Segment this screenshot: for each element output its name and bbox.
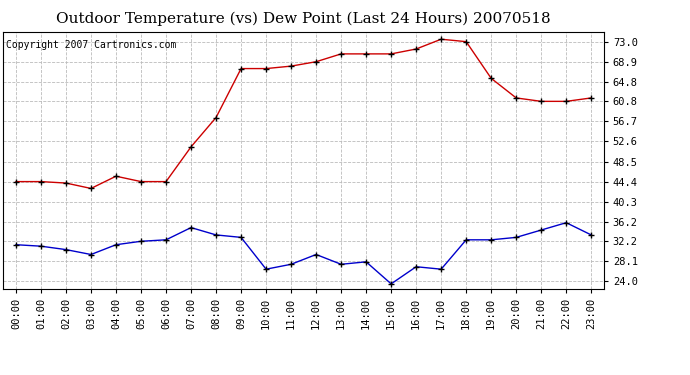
Text: Copyright 2007 Cartronics.com: Copyright 2007 Cartronics.com bbox=[6, 40, 177, 50]
Text: Outdoor Temperature (vs) Dew Point (Last 24 Hours) 20070518: Outdoor Temperature (vs) Dew Point (Last… bbox=[57, 11, 551, 26]
